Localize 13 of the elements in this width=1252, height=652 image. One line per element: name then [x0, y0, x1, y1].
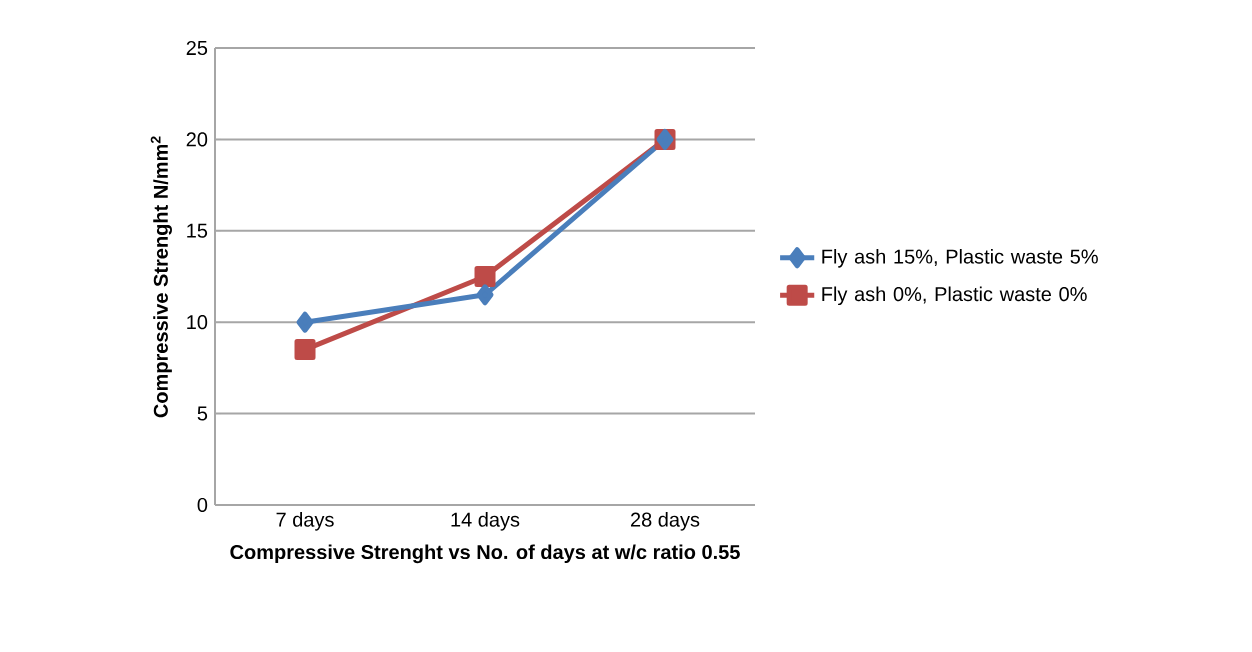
y-tick-label: 5 [197, 406, 208, 421]
y-tick-label: 25 [186, 40, 208, 56]
y-tick-label: 0 [197, 497, 208, 513]
y-tick-label: 10 [187, 315, 208, 330]
y-axis-title: Compressive Strenght N/mm$^{2}$ [150, 136, 172, 418]
x-tick-label: 28 days [630, 512, 700, 531]
y-tick-label: 15 [187, 223, 208, 238]
legend-label: Fly ash 15%, Plastic waste 5% [822, 249, 1098, 268]
legend-label: Fly ash 0%, Plastic waste 0% [822, 286, 1087, 306]
x-tick-label: 14 days [451, 512, 520, 531]
x-tick-label: 7 days [276, 512, 334, 531]
y-tick-label: 20 [186, 132, 208, 147]
x-axis-title: Compressive Strenght vs No. of days at w/c ratio 0.55 [230, 544, 740, 564]
